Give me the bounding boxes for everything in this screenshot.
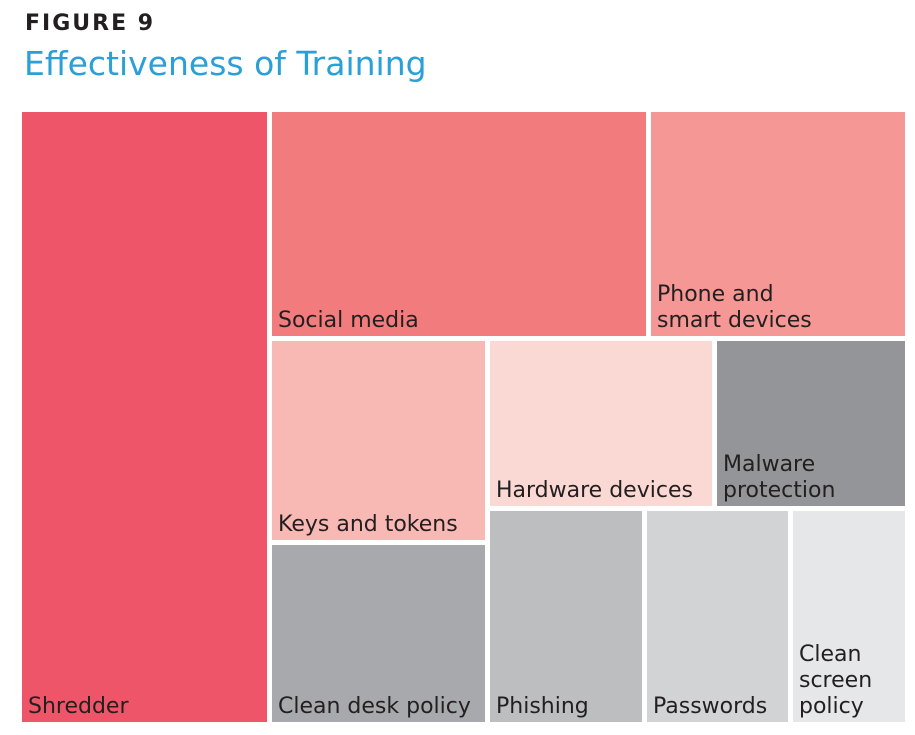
- tile-social-media: [272, 112, 646, 336]
- tile-keys-and-tokens: [272, 341, 485, 540]
- tile-shredder: [22, 112, 267, 722]
- tile-label-malware-protection: protection: [723, 478, 835, 503]
- tile-hardware-devices: [490, 341, 712, 506]
- tile-label-keys-and-tokens: Keys and tokens: [278, 512, 458, 537]
- tile-label-clean-screen-policy: Clean: [799, 642, 861, 667]
- tile-phishing: [490, 511, 642, 722]
- tile-label-clean-screen-policy: screen: [799, 668, 872, 693]
- tile-label-phone-and-smart-devices: smart devices: [657, 308, 812, 333]
- tile-label-social-media: Social media: [278, 308, 419, 333]
- tile-phone-and-smart-devices: [651, 112, 905, 336]
- tile-passwords: [647, 511, 788, 722]
- tile-clean-desk-policy: [272, 545, 485, 722]
- chart-title: Effectiveness of Training: [24, 44, 427, 83]
- tile-label-shredder: Shredder: [28, 694, 129, 719]
- tile-label-phone-and-smart-devices: Phone and: [657, 282, 774, 307]
- tile-clean-screen-policy: [793, 511, 905, 722]
- tile-label-clean-desk-policy: Clean desk policy: [278, 694, 471, 719]
- tile-label-passwords: Passwords: [653, 694, 767, 719]
- figure-label: FIGURE 9: [25, 11, 156, 36]
- tile-label-hardware-devices: Hardware devices: [496, 478, 693, 503]
- tile-label-clean-screen-policy: policy: [799, 694, 864, 719]
- tile-label-phishing: Phishing: [496, 694, 589, 719]
- tile-malware-protection: [717, 341, 905, 506]
- tile-label-malware-protection: Malware: [723, 452, 815, 477]
